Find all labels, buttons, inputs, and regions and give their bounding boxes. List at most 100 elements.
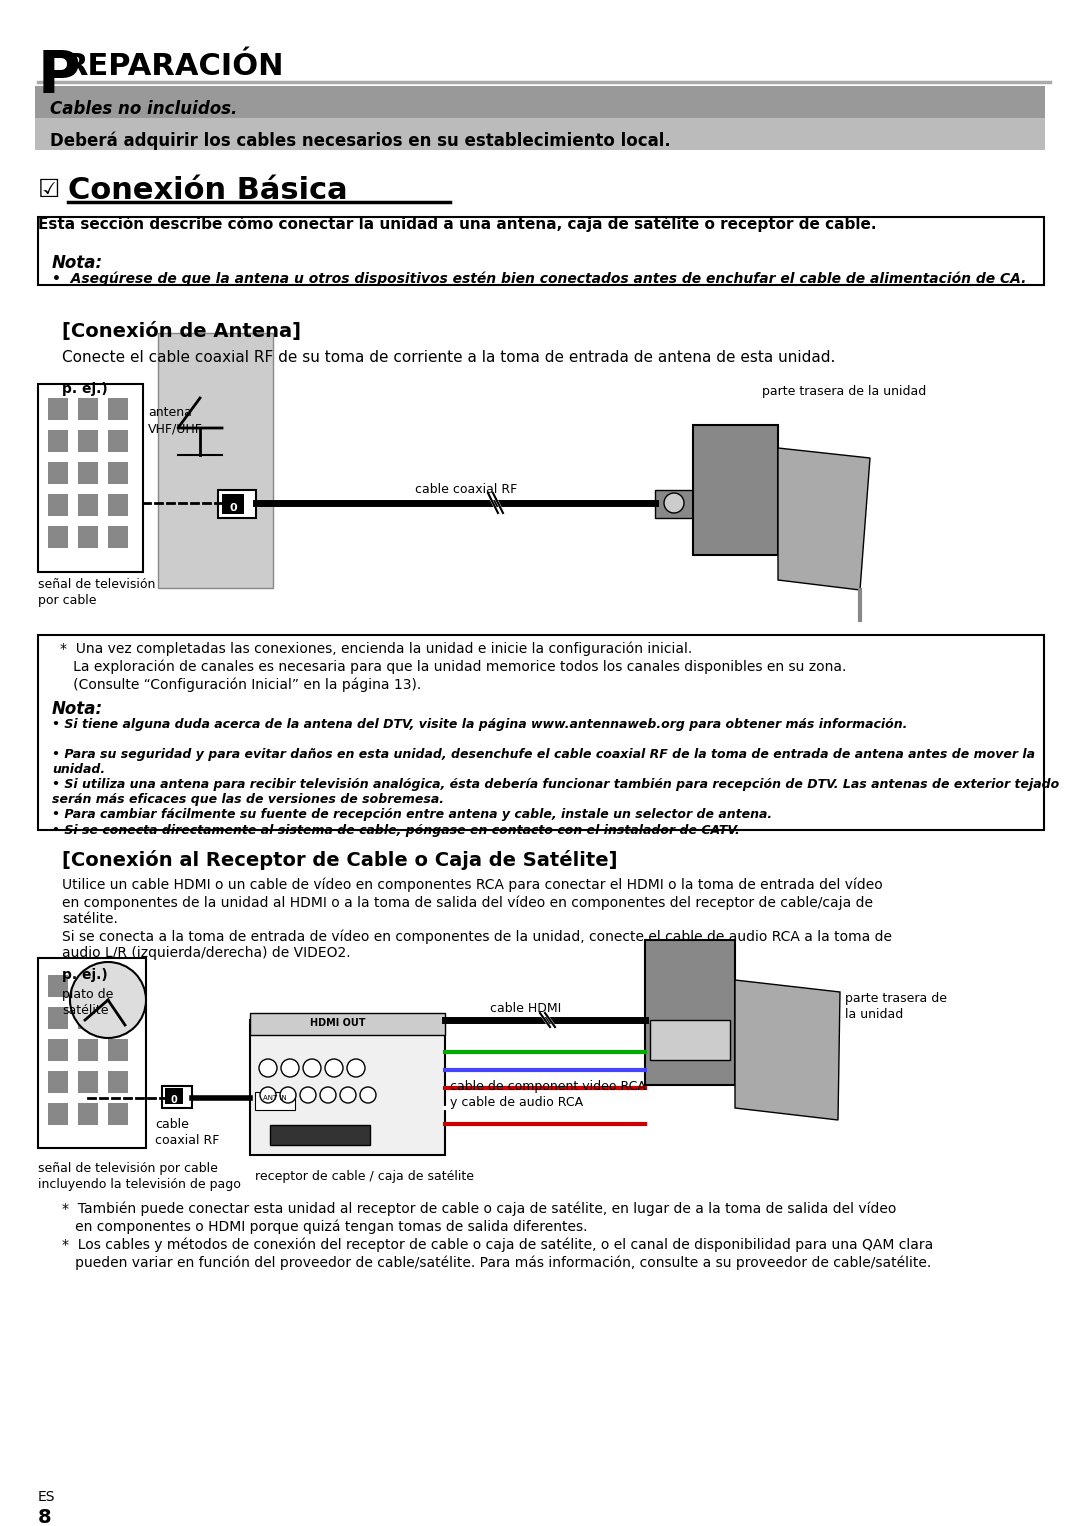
Text: • Para cambiar fácilmente su fuente de recepción entre antena y cable, instale u: • Para cambiar fácilmente su fuente de r…	[52, 807, 772, 821]
Bar	[108, 494, 129, 516]
Text: *  Una vez completadas las conexiones, encienda la unidad e inicie la configurac: * Una vez completadas las conexiones, en…	[60, 642, 692, 656]
Text: *  También puede conectar esta unidad al receptor de cable o caja de satélite, e: * También puede conectar esta unidad al …	[62, 1202, 896, 1216]
Bar	[38, 635, 1044, 830]
Bar	[162, 1087, 192, 1108]
Bar	[78, 494, 98, 516]
Circle shape	[320, 1087, 336, 1103]
Bar	[78, 462, 98, 484]
Circle shape	[325, 1059, 343, 1077]
Bar	[48, 526, 68, 548]
Text: ANT IN: ANT IN	[264, 1096, 287, 1100]
Text: • Si se conecta directamente al sistema de cable, póngase en contacto con el ins: • Si se conecta directamente al sistema …	[52, 824, 740, 836]
Text: la unidad: la unidad	[845, 1009, 903, 1021]
Bar	[78, 526, 98, 548]
Circle shape	[280, 1087, 296, 1103]
Circle shape	[300, 1087, 316, 1103]
Bar	[158, 333, 273, 588]
Text: cable: cable	[156, 1119, 189, 1131]
Bar	[48, 975, 68, 996]
Text: cable HDMI: cable HDMI	[490, 1003, 562, 1015]
Circle shape	[347, 1059, 365, 1077]
Bar	[165, 1088, 183, 1103]
Text: • Si utiliza una antena para recibir televisión analógica, ésta debería funciona: • Si utiliza una antena para recibir tel…	[52, 778, 1059, 806]
Bar	[48, 1007, 68, 1029]
Bar	[48, 398, 68, 420]
Text: parte trasera de la unidad: parte trasera de la unidad	[762, 385, 927, 398]
Bar	[249, 1019, 445, 1155]
Text: señal de televisión por cable: señal de televisión por cable	[38, 1161, 218, 1175]
Text: y cable de audio RCA: y cable de audio RCA	[450, 1096, 583, 1109]
Bar	[78, 1103, 98, 1125]
Text: coaxial RF: coaxial RF	[156, 1134, 219, 1148]
Bar	[108, 1103, 129, 1125]
Circle shape	[360, 1087, 376, 1103]
Text: (Consulte “Configuración Inicial” en la página 13).: (Consulte “Configuración Inicial” en la …	[60, 678, 421, 693]
Bar	[650, 1019, 730, 1061]
Text: receptor de cable / caja de satélite: receptor de cable / caja de satélite	[255, 1170, 474, 1183]
Bar	[48, 1071, 68, 1093]
Bar	[48, 1103, 68, 1125]
Bar	[48, 462, 68, 484]
Text: Utilice un cable HDMI o un cable de vídeo en componentes RCA para conectar el HD: Utilice un cable HDMI o un cable de víde…	[62, 877, 882, 893]
Text: pueden variar en función del proveedor de cable/satélite. Para más información, : pueden variar en función del proveedor d…	[62, 1256, 931, 1271]
Text: [Conexión al Receptor de Cable o Caja de Satélite]: [Conexión al Receptor de Cable o Caja de…	[62, 850, 618, 870]
Bar	[108, 1039, 129, 1061]
Text: Nota:: Nota:	[52, 700, 103, 719]
Text: señal de televisión: señal de televisión	[38, 578, 156, 591]
Bar	[108, 1071, 129, 1093]
Bar	[35, 118, 1045, 150]
Polygon shape	[778, 449, 870, 591]
Bar	[48, 494, 68, 516]
Text: Deberá adquirir los cables necesarios en su establecimiento local.: Deberá adquirir los cables necesarios en…	[50, 133, 671, 151]
Bar	[78, 398, 98, 420]
Text: VHF/UHF: VHF/UHF	[148, 423, 203, 435]
Text: p. ej.): p. ej.)	[62, 382, 108, 397]
Text: satélite: satélite	[62, 1004, 108, 1016]
Text: satélite.: satélite.	[62, 913, 118, 926]
Bar	[78, 1007, 98, 1029]
Text: 0: 0	[171, 1096, 177, 1105]
Text: 8: 8	[38, 1508, 52, 1526]
Text: en componentes de la unidad al HDMI o a la toma de salida del vídeo en component: en componentes de la unidad al HDMI o a …	[62, 896, 873, 909]
Bar	[78, 975, 98, 996]
Bar	[645, 940, 735, 1085]
Bar	[654, 490, 693, 517]
Bar	[48, 430, 68, 452]
Text: en componentes o HDMI porque quizá tengan tomas de salida diferentes.: en componentes o HDMI porque quizá tenga…	[62, 1219, 588, 1235]
Bar	[108, 398, 129, 420]
Text: cable coaxial RF: cable coaxial RF	[415, 484, 517, 496]
Circle shape	[260, 1087, 276, 1103]
Bar	[78, 430, 98, 452]
Circle shape	[259, 1059, 276, 1077]
Bar	[108, 975, 129, 996]
Circle shape	[281, 1059, 299, 1077]
Text: *  Los cables y métodos de conexión del receptor de cable o caja de satélite, o : * Los cables y métodos de conexión del r…	[62, 1238, 933, 1253]
Bar	[38, 385, 143, 572]
Bar	[108, 526, 129, 548]
Bar	[249, 1013, 445, 1035]
Circle shape	[664, 493, 684, 513]
Text: Cables no incluidos.: Cables no incluidos.	[50, 101, 238, 118]
Bar	[255, 1093, 295, 1109]
Bar	[108, 430, 129, 452]
Text: Nota:: Nota:	[52, 253, 103, 272]
Bar	[218, 490, 256, 517]
Circle shape	[340, 1087, 356, 1103]
Text: ES: ES	[38, 1489, 55, 1505]
Text: p. ej.): p. ej.)	[62, 967, 108, 983]
Bar	[78, 1071, 98, 1093]
Text: incluyendo la televisión de pago: incluyendo la televisión de pago	[38, 1178, 241, 1190]
Bar	[693, 426, 778, 555]
Text: 0: 0	[229, 504, 237, 513]
Text: audio L/R (izquierda/derecha) de VIDEO2.: audio L/R (izquierda/derecha) de VIDEO2.	[62, 946, 351, 960]
Text: • Si tiene alguna duda acerca de la antena del DTV, visite la página www.antenna: • Si tiene alguna duda acerca de la ante…	[52, 719, 907, 731]
Text: Esta sección describe cómo conectar la unidad a una antena, caja de satélite o r: Esta sección describe cómo conectar la u…	[38, 217, 877, 232]
Circle shape	[303, 1059, 321, 1077]
Bar	[48, 1039, 68, 1061]
Bar	[38, 217, 1044, 285]
Bar	[78, 1039, 98, 1061]
Text: cable de component video RCA: cable de component video RCA	[450, 1080, 646, 1093]
Text: •  Asegúrese de que la antena u otros dispositivos estén bien conectados antes d: • Asegúrese de que la antena u otros dis…	[52, 272, 1026, 287]
Text: • Para su seguridad y para evitar daños en esta unidad, desenchufe el cable coax: • Para su seguridad y para evitar daños …	[52, 748, 1035, 777]
Bar	[38, 958, 146, 1148]
